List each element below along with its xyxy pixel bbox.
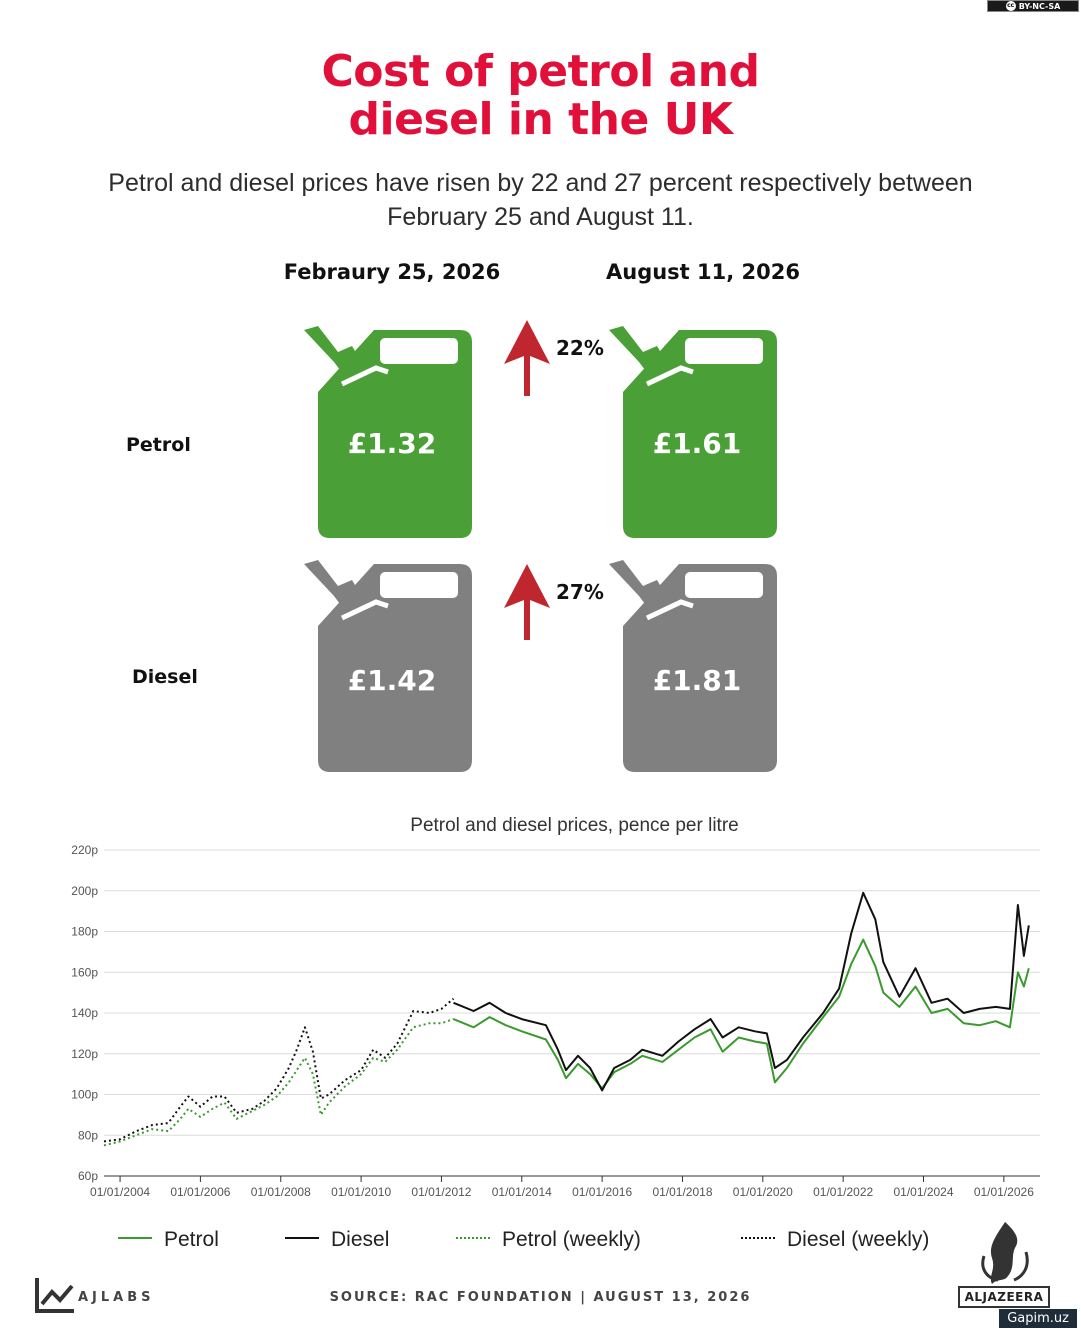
x-tick-label: 01/01/2012: [411, 1185, 471, 1199]
y-tick-label: 80p: [78, 1128, 98, 1142]
change-petrol: 22%: [556, 336, 604, 360]
jerry-can-icon: [609, 560, 777, 772]
x-tick-label: 01/01/2010: [331, 1185, 391, 1199]
aljazeera-wordmark: ALJAZEERA: [958, 1286, 1050, 1308]
license-badge: cc BY-NC-SA: [987, 0, 1079, 12]
subtitle-line-2: February 25 and August 11.: [387, 203, 694, 231]
page-title: Cost of petrol and diesel in the UK: [0, 48, 1081, 144]
subtitle-line-1: Petrol and diesel prices have risen by 2…: [108, 169, 973, 197]
can-body: [318, 330, 472, 538]
license-text: BY-NC-SA: [1018, 2, 1061, 11]
series-petrol-weekly: [103, 1018, 454, 1147]
jerry-can-icon: [304, 326, 472, 538]
price-petrol-before: £1.32: [347, 427, 437, 460]
jerry-can-diesel-before: £1.42: [302, 556, 482, 786]
series-petrol: [453, 938, 1030, 1090]
watermark: Gapim.uz: [999, 1309, 1077, 1328]
date-before: Febraury 25, 2026: [283, 260, 501, 284]
can-handle: [685, 572, 763, 598]
x-tick-label: 01/01/2014: [492, 1185, 552, 1199]
jerry-can-petrol-before: £1.32: [302, 322, 482, 552]
can-ridge: [340, 365, 389, 387]
legend-item-diesel-weekly: Diesel (weekly): [741, 1228, 929, 1252]
ajlabs-logo-icon: [35, 1278, 74, 1313]
chart-title: Petrol and diesel prices, pence per litr…: [410, 815, 739, 836]
series-diesel-weekly: [103, 997, 455, 1143]
y-tick-label: 160p: [71, 965, 98, 979]
can-body: [623, 330, 777, 538]
series-diesel: [453, 891, 1030, 1092]
line-chart: 60p 80p 100p 120p 140p 160p 180p 200p 220p 01/01…: [71, 843, 1040, 1199]
ajlabs-brand: AJLABS: [78, 1290, 155, 1305]
aljazeera-logo-icon: [981, 1222, 1029, 1284]
title-line-2: diesel in the UK: [348, 94, 733, 145]
date-after: August 11, 2026: [606, 260, 800, 284]
x-tick-label: 01/01/2022: [813, 1185, 873, 1199]
can-handle: [685, 338, 763, 364]
x-tick-label: 01/01/2018: [652, 1185, 712, 1199]
x-tick-label: 01/01/2020: [733, 1185, 793, 1199]
legend-swatch: [285, 1237, 319, 1240]
legend-swatch: [741, 1237, 775, 1240]
jerry-can-petrol-after: £1.61: [607, 322, 787, 552]
jerry-can-diesel-after: £1.81: [607, 556, 787, 786]
x-tick-label: 01/01/2008: [251, 1185, 311, 1199]
price-petrol-after: £1.61: [652, 427, 742, 460]
can-body: [623, 564, 777, 772]
subtitle: Petrol and diesel prices have risen by 2…: [60, 166, 1021, 234]
y-tick-label: 180p: [71, 925, 98, 939]
can-handle: [380, 572, 458, 598]
source-line: SOURCE: RAC FOUNDATION | AUGUST 13, 2026: [329, 1290, 752, 1305]
x-tick-label: 01/01/2026: [974, 1185, 1034, 1199]
x-tick-label: 01/01/2004: [90, 1185, 150, 1199]
y-tick-label: 200p: [71, 884, 98, 898]
legend-swatch: [456, 1237, 490, 1240]
x-tick-label: 01/01/2006: [170, 1185, 230, 1199]
title-line-1: Cost of petrol and: [321, 46, 760, 97]
y-tick-label: 220p: [71, 843, 98, 857]
can-handle: [380, 338, 458, 364]
price-diesel-before: £1.42: [347, 664, 437, 697]
jerry-can-icon: [609, 326, 777, 538]
can-body: [318, 564, 472, 772]
x-tick-label: 01/01/2024: [893, 1185, 953, 1199]
jerry-can-icon: [304, 560, 472, 772]
can-ridge: [645, 599, 694, 621]
can-ridge: [645, 365, 694, 387]
y-tick-label: 100p: [71, 1088, 98, 1102]
change-diesel: 27%: [556, 580, 604, 604]
y-tick-label: 60p: [78, 1169, 98, 1183]
legend-item-diesel: Diesel: [285, 1228, 389, 1252]
row-label-petrol: Petrol: [126, 434, 191, 456]
chart-legend: Petrol Diesel Petrol (weekly) Diesel (we…: [0, 1228, 1081, 1258]
y-tick-label: 120p: [71, 1047, 98, 1061]
row-label-diesel: Diesel: [132, 666, 198, 688]
price-diesel-after: £1.81: [652, 664, 742, 697]
up-arrow-icon: [504, 320, 550, 396]
x-tick-label: 01/01/2016: [572, 1185, 632, 1199]
creative-commons-icon: cc: [1005, 1, 1016, 11]
legend-item-petrol-weekly: Petrol (weekly): [456, 1228, 641, 1252]
legend-swatch: [118, 1237, 152, 1240]
y-tick-label: 140p: [71, 1006, 98, 1020]
legend-item-petrol: Petrol: [118, 1228, 219, 1252]
up-arrow-icon: [504, 564, 550, 640]
can-ridge: [340, 599, 389, 621]
